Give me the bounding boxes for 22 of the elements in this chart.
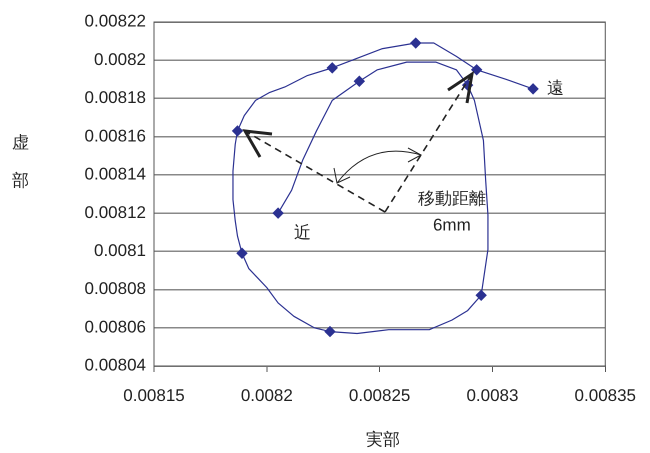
y-tick-label: 0.00812 bbox=[84, 202, 146, 222]
x-tick-label: 0.00825 bbox=[348, 386, 410, 405]
x-tick-label: 0.0083 bbox=[466, 386, 518, 405]
y-tick-label: 0.00804 bbox=[84, 356, 146, 375]
y-tick-label: 0.00814 bbox=[84, 164, 146, 184]
annotation: 近 bbox=[294, 222, 312, 242]
y-tick-label: 0.00822 bbox=[84, 12, 146, 31]
x-axis-title: 実部 bbox=[365, 429, 401, 451]
point bbox=[528, 83, 539, 94]
annotation: 移動距離 6mm bbox=[418, 188, 486, 235]
y-tick-label: 0.0082 bbox=[94, 50, 146, 69]
y-tick-label: 0.00806 bbox=[84, 317, 146, 336]
y-axis-title: 虚部 bbox=[12, 132, 30, 192]
y-tick-label: 0.00808 bbox=[84, 279, 146, 298]
x-tick-label: 0.0082 bbox=[240, 386, 293, 405]
y-tick-label: 0.00816 bbox=[84, 126, 146, 146]
y-tick-label: 0.00818 bbox=[84, 88, 146, 108]
x-tick-label: 0.00815 bbox=[123, 386, 185, 405]
x-tick-label: 0.00835 bbox=[574, 386, 636, 405]
annotation: 遠 bbox=[547, 78, 564, 98]
y-tick-label: 0.0081 bbox=[94, 241, 146, 260]
point bbox=[272, 208, 284, 219]
